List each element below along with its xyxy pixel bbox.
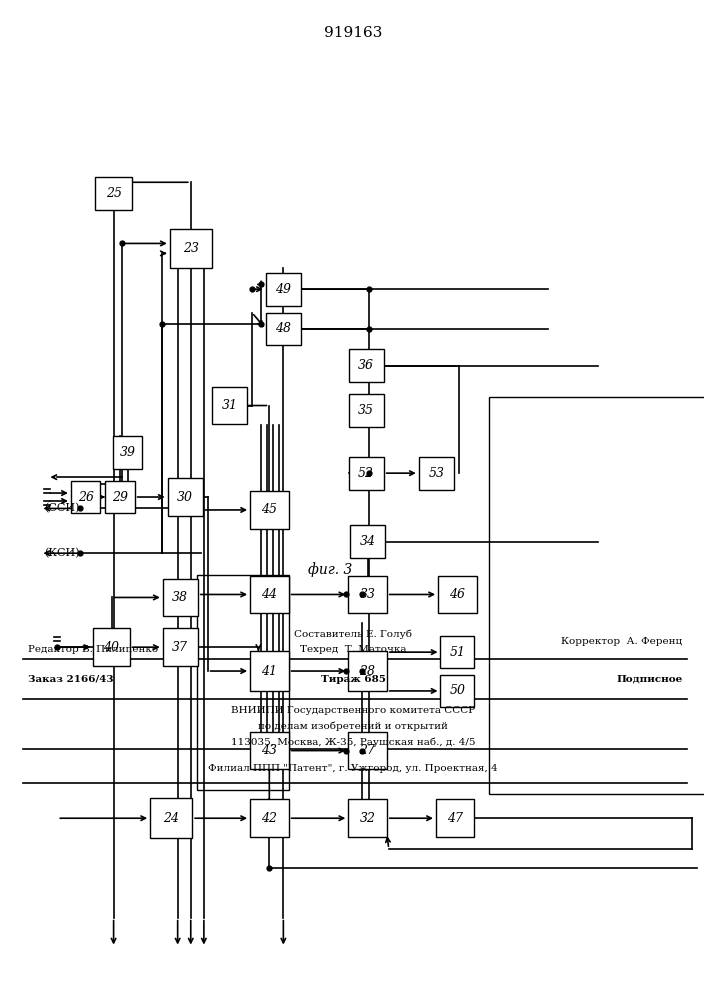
Bar (113, 436, 142, 469)
Text: фиг. 3: фиг. 3 (308, 562, 352, 577)
Bar (436, 799, 474, 837)
Text: 52: 52 (358, 467, 374, 480)
Bar (349, 394, 384, 427)
Text: Техред  Т. Маточка: Техред Т. Маточка (300, 645, 407, 654)
Bar (489, 397, 707, 794)
Text: Редактор В. Пилипенко: Редактор В. Пилипенко (28, 645, 158, 654)
Text: (ССИ): (ССИ) (45, 503, 80, 514)
Bar (266, 313, 301, 345)
Text: Заказ 2166/43: Заказ 2166/43 (28, 674, 113, 684)
Text: 919163: 919163 (324, 26, 382, 40)
Bar (349, 732, 387, 769)
Text: 41: 41 (262, 665, 277, 678)
Bar (197, 575, 288, 790)
Text: (КСИ): (КСИ) (45, 548, 80, 558)
Bar (250, 491, 288, 529)
Text: 29: 29 (112, 491, 128, 504)
Bar (170, 229, 212, 268)
Bar (440, 636, 474, 668)
Text: 34: 34 (360, 535, 375, 548)
Bar (438, 576, 477, 613)
Text: ВНИИПИ Государственного комитета СССР: ВНИИПИ Государственного комитета СССР (231, 706, 475, 715)
Bar (419, 457, 454, 490)
Text: 50: 50 (450, 684, 465, 697)
Text: 32: 32 (360, 812, 375, 825)
Bar (349, 576, 387, 613)
Bar (212, 387, 247, 424)
Bar (105, 481, 134, 513)
Bar (349, 799, 387, 837)
Text: 46: 46 (450, 588, 465, 601)
Text: Составитель Е. Голуб: Составитель Е. Голуб (294, 630, 412, 639)
Bar (266, 273, 301, 306)
Text: 36: 36 (358, 359, 374, 372)
Text: 23: 23 (183, 242, 199, 255)
Bar (349, 651, 387, 691)
Text: Корректор  А. Ференц: Корректор А. Ференц (561, 637, 682, 646)
Text: 51: 51 (450, 646, 465, 659)
Text: 53: 53 (428, 467, 444, 480)
Bar (440, 675, 474, 707)
Text: 28: 28 (360, 665, 375, 678)
Bar (168, 478, 203, 516)
Bar (349, 457, 384, 490)
Text: 25: 25 (105, 187, 122, 200)
Text: 47: 47 (448, 812, 463, 825)
Bar (349, 349, 384, 382)
Text: 45: 45 (262, 503, 277, 516)
Bar (250, 576, 288, 613)
Text: 24: 24 (163, 812, 179, 825)
Text: 39: 39 (119, 446, 136, 459)
Text: 38: 38 (173, 591, 188, 604)
Bar (71, 481, 100, 513)
Bar (250, 799, 288, 837)
Text: 113035, Москва, Ж-35, Раушская наб., д. 4/5: 113035, Москва, Ж-35, Раушская наб., д. … (230, 738, 475, 747)
Text: 37: 37 (173, 641, 188, 654)
Bar (93, 628, 130, 666)
Text: 40: 40 (103, 641, 119, 654)
Bar (95, 177, 132, 210)
Text: 48: 48 (275, 322, 291, 335)
Text: Тираж 685: Тираж 685 (320, 674, 385, 684)
Text: Подписное: Подписное (616, 674, 682, 684)
Text: 27: 27 (360, 744, 375, 757)
Text: 42: 42 (262, 812, 277, 825)
Text: 49: 49 (275, 283, 291, 296)
Bar (163, 579, 198, 616)
Text: по делам изобретений и открытий: по делам изобретений и открытий (258, 722, 448, 731)
Text: 35: 35 (358, 404, 374, 417)
Bar (150, 798, 192, 838)
Text: 44: 44 (262, 588, 277, 601)
Bar (163, 628, 198, 666)
Text: 26: 26 (78, 491, 93, 504)
Text: 30: 30 (177, 491, 193, 504)
Text: 43: 43 (262, 744, 277, 757)
Text: Филиал ППП "Патент", г. Ужгород, ул. Проектная, 4: Филиал ППП "Патент", г. Ужгород, ул. Про… (208, 764, 498, 773)
Bar (250, 732, 288, 769)
Text: 33: 33 (360, 588, 375, 601)
Text: 31: 31 (221, 399, 238, 412)
Bar (250, 651, 288, 691)
Bar (350, 525, 385, 558)
